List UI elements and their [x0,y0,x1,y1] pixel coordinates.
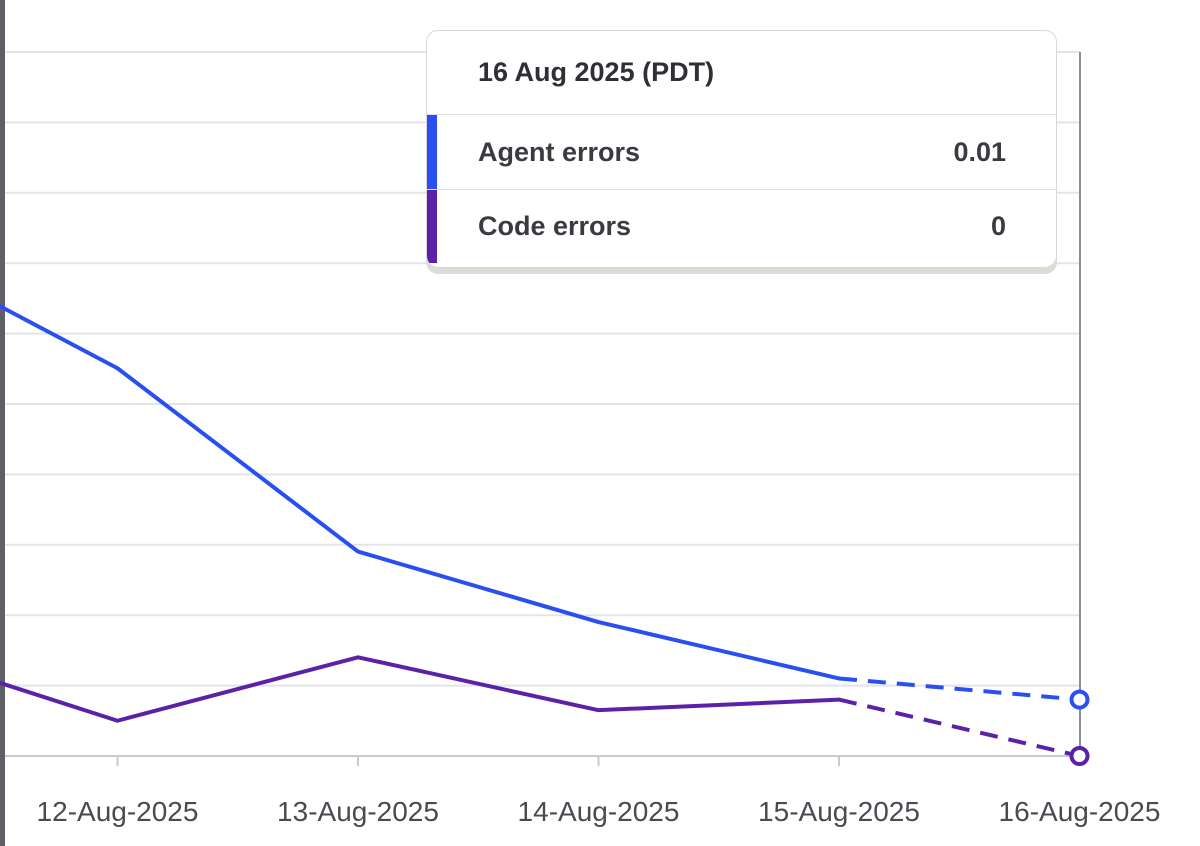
series-point-code-errors[interactable] [1069,746,1090,766]
tooltip-series-name: Agent errors [478,136,641,167]
x-axis-tick-labels: 12-Aug-2025 13-Aug-2025 14-Aug-2025 15-Aug-… [37,796,1161,827]
tooltip-title: 16 Aug 2025 (PDT) [478,57,715,87]
x-tick-label: 14-Aug-2025 [518,796,680,827]
x-axis [5,52,1081,766]
tooltip-series-value: 0.01 [953,136,1006,167]
tooltip-row-code-errors: Code errors 0 [427,189,1056,263]
tooltip-swatch-agent-errors [427,115,437,189]
x-tick-label: 12-Aug-2025 [37,796,199,827]
series-point-agent-errors[interactable] [1069,689,1090,710]
chart-tooltip: 16 Aug 2025 (PDT) Agent errors 0.01 Code… [426,30,1057,268]
tooltip-series-name: Code errors [478,211,632,241]
tooltip-swatch-code-errors [427,190,437,263]
tooltip-header: 16 Aug 2025 (PDT) [427,31,1056,115]
series-line-code-errors[interactable] [0,643,841,723]
tooltip-series-value: 0 [990,211,1006,241]
x-tick-label: 13-Aug-2025 [277,796,439,827]
tooltip-row-agent-errors: Agent errors 0.01 [427,115,1056,189]
series-lines[interactable] [0,241,1090,766]
chart-left-edge [0,0,5,846]
series-line-agent-errors[interactable] [0,241,841,681]
series-line-projected-code-errors[interactable] [838,697,1080,758]
x-tick-label: 16-Aug-2025 [999,796,1161,827]
x-tick-label: 15-Aug-2025 [758,796,920,827]
series-line-projected-agent-errors[interactable] [838,676,1080,702]
